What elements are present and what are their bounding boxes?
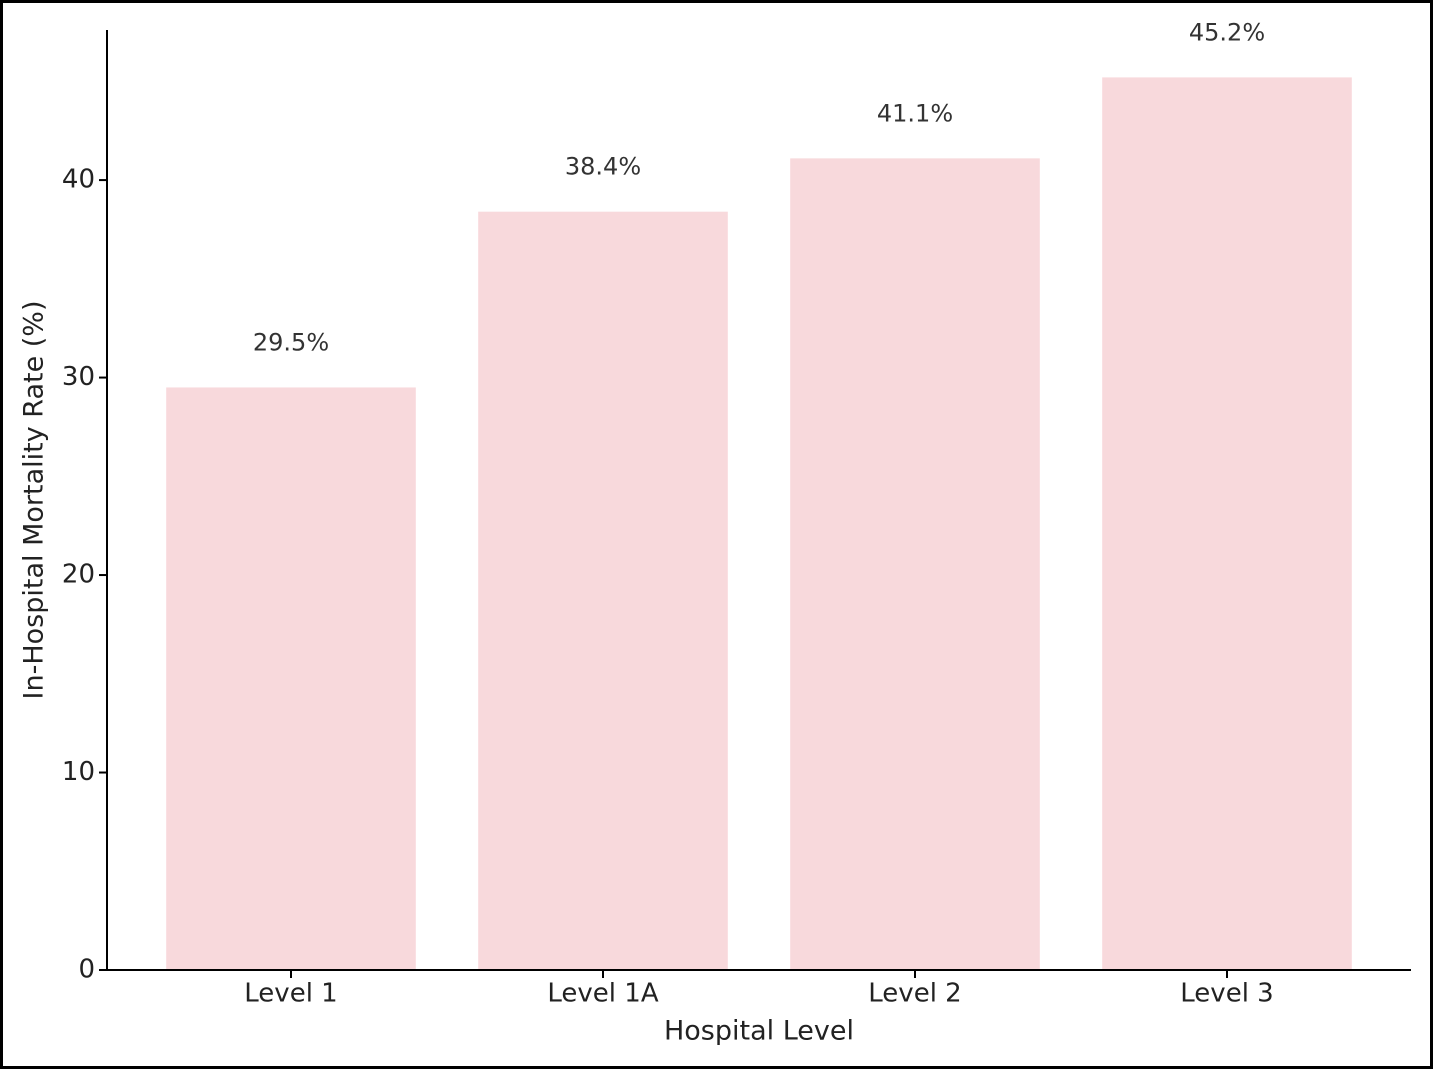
y-axis-label: In-Hospital Mortality Rate (%) xyxy=(19,301,50,700)
value-label: 29.5% xyxy=(253,328,329,356)
y-tick-label: 30 xyxy=(62,362,95,392)
x-tick-label: Level 3 xyxy=(1180,979,1273,1009)
y-tick-label: 10 xyxy=(62,757,95,787)
bar xyxy=(166,387,416,970)
value-label: 41.1% xyxy=(877,99,953,127)
x-tick-label: Level 2 xyxy=(868,979,961,1009)
value-label: 38.4% xyxy=(565,153,641,181)
bar xyxy=(478,211,728,971)
x-tick-label: Level 1A xyxy=(547,979,658,1009)
x-tick-label: Level 1 xyxy=(244,979,337,1009)
y-tick-label: 20 xyxy=(62,560,95,590)
bar xyxy=(1102,77,1352,970)
value-label: 45.2% xyxy=(1189,18,1265,46)
bar xyxy=(790,158,1040,971)
x-axis-label: Hospital Level xyxy=(664,1016,854,1047)
y-tick-label: 40 xyxy=(62,165,95,195)
y-tick-label: 0 xyxy=(78,955,95,985)
